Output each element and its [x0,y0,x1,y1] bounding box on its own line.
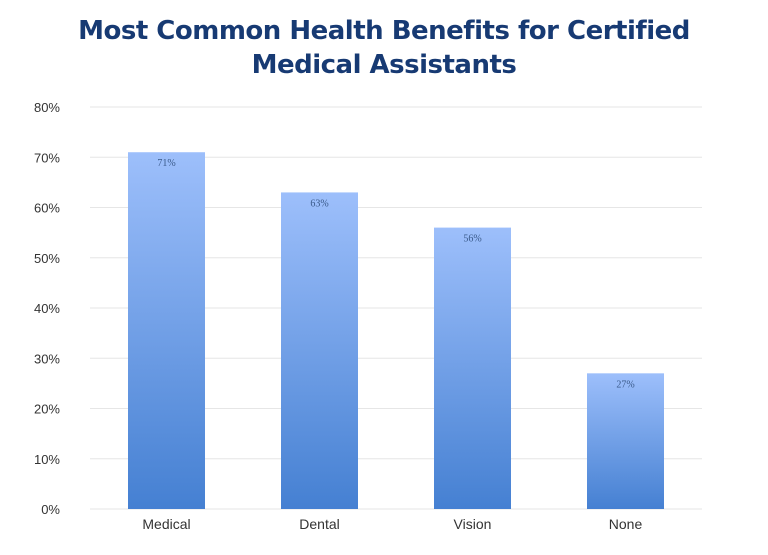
x-tick-label: Medical [142,516,190,532]
data-label: 27% [616,379,634,390]
x-tick-label: Vision [454,516,492,532]
data-label: 71% [157,158,175,169]
chart-title: Most Common Health Benefits for Certifie… [0,14,768,82]
y-tick-label: 40% [34,301,60,316]
bar-medical [128,152,205,509]
y-tick-label: 20% [34,402,60,417]
y-tick-label: 50% [34,251,60,266]
data-label: 63% [310,198,328,209]
data-label: 56% [463,234,481,245]
x-tick-label: None [609,516,643,532]
chart-title-line-2: Medical Assistants [251,50,517,80]
x-tick-label: Dental [299,516,339,532]
y-tick-label: 60% [34,201,60,216]
y-tick-label: 10% [34,452,60,467]
bar-vision [434,227,511,509]
bar-none [587,373,664,509]
y-tick-label: 80% [34,100,60,115]
y-tick-label: 0% [41,502,60,517]
bar-dental [281,192,358,510]
y-tick-label: 30% [34,351,60,366]
chart-title-line-1: Most Common Health Benefits for Certifie… [78,16,690,46]
y-tick-label: 70% [34,150,60,165]
